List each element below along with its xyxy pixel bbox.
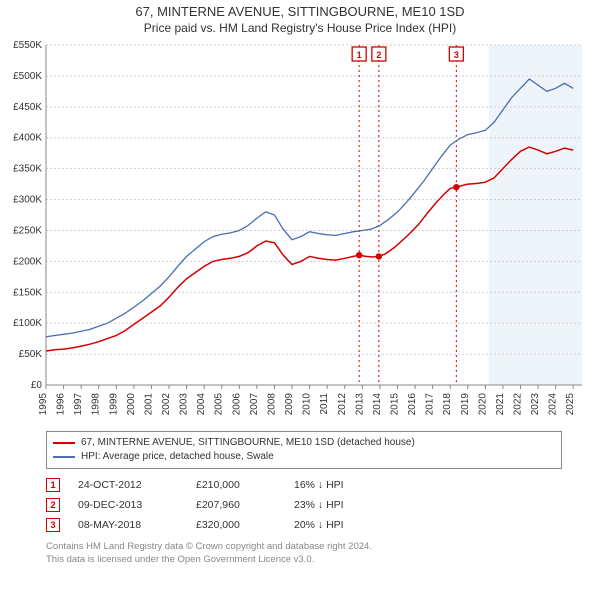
sale-date: 09-DEC-2013 bbox=[78, 499, 178, 511]
sale-price: £320,000 bbox=[196, 519, 276, 531]
svg-text:1998: 1998 bbox=[91, 393, 102, 416]
legend-label-hpi: HPI: Average price, detached house, Swal… bbox=[81, 450, 274, 464]
svg-text:2014: 2014 bbox=[372, 393, 383, 416]
sale-marker-icon: 2 bbox=[46, 498, 60, 512]
svg-text:2018: 2018 bbox=[442, 393, 453, 416]
sale-hpi-delta: 16% ↓ HPI bbox=[294, 479, 384, 491]
svg-text:2011: 2011 bbox=[319, 393, 330, 415]
price-chart: £0 £50K £100K £150K £200K £250K £300K £350K £400… bbox=[0, 37, 600, 427]
svg-text:£100K: £100K bbox=[13, 318, 42, 329]
sale-date: 08-MAY-2018 bbox=[78, 519, 178, 531]
sale-row: 3 08-MAY-2018 £320,000 20% ↓ HPI bbox=[46, 515, 562, 535]
legend: 67, MINTERNE AVENUE, SITTINGBOURNE, ME10… bbox=[46, 431, 562, 469]
svg-text:2005: 2005 bbox=[214, 393, 225, 416]
svg-text:2025: 2025 bbox=[565, 393, 576, 416]
sale-marker-icon: 1 bbox=[46, 478, 60, 492]
svg-text:2004: 2004 bbox=[196, 393, 207, 416]
svg-text:2010: 2010 bbox=[302, 393, 313, 416]
title-line-1: 67, MINTERNE AVENUE, SITTINGBOURNE, ME10… bbox=[0, 4, 600, 19]
svg-text:£50K: £50K bbox=[19, 349, 43, 360]
svg-text:1999: 1999 bbox=[108, 393, 119, 416]
svg-text:2008: 2008 bbox=[266, 393, 277, 416]
svg-text:2015: 2015 bbox=[389, 393, 400, 416]
svg-text:2: 2 bbox=[376, 50, 381, 60]
svg-text:2024: 2024 bbox=[548, 393, 559, 416]
svg-text:£450K: £450K bbox=[13, 102, 42, 113]
svg-text:£200K: £200K bbox=[13, 256, 42, 267]
svg-text:3: 3 bbox=[454, 50, 459, 60]
svg-text:£500K: £500K bbox=[13, 71, 42, 82]
svg-text:2007: 2007 bbox=[249, 393, 260, 416]
svg-text:2017: 2017 bbox=[425, 393, 436, 416]
sale-price: £207,960 bbox=[196, 499, 276, 511]
legend-swatch-property bbox=[53, 442, 75, 444]
svg-text:1996: 1996 bbox=[56, 393, 67, 416]
sale-row: 1 24-OCT-2012 £210,000 16% ↓ HPI bbox=[46, 475, 562, 495]
sale-price: £210,000 bbox=[196, 479, 276, 491]
sale-row: 2 09-DEC-2013 £207,960 23% ↓ HPI bbox=[46, 495, 562, 515]
svg-text:2016: 2016 bbox=[407, 393, 418, 416]
svg-text:£0: £0 bbox=[31, 380, 43, 391]
legend-swatch-hpi bbox=[53, 456, 75, 458]
svg-text:2006: 2006 bbox=[231, 393, 242, 416]
legend-row-hpi: HPI: Average price, detached house, Swal… bbox=[53, 450, 555, 464]
svg-text:£150K: £150K bbox=[13, 287, 42, 298]
legend-row-property: 67, MINTERNE AVENUE, SITTINGBOURNE, ME10… bbox=[53, 436, 555, 450]
svg-text:2009: 2009 bbox=[284, 393, 295, 416]
chart-container: £0 £50K £100K £150K £200K £250K £300K £350K £400… bbox=[0, 37, 600, 427]
chart-title-block: 67, MINTERNE AVENUE, SITTINGBOURNE, ME10… bbox=[0, 0, 600, 37]
svg-text:1: 1 bbox=[357, 50, 362, 60]
svg-text:2001: 2001 bbox=[143, 393, 154, 416]
svg-text:£250K: £250K bbox=[13, 225, 42, 236]
svg-text:£300K: £300K bbox=[13, 195, 42, 206]
svg-text:2002: 2002 bbox=[161, 393, 172, 416]
svg-text:2022: 2022 bbox=[512, 393, 523, 416]
svg-text:£350K: £350K bbox=[13, 164, 42, 175]
svg-text:1995: 1995 bbox=[38, 393, 49, 416]
svg-text:2000: 2000 bbox=[126, 393, 137, 416]
sale-marker-icon: 3 bbox=[46, 518, 60, 532]
svg-text:£400K: £400K bbox=[13, 133, 42, 144]
svg-text:1997: 1997 bbox=[73, 393, 84, 416]
legend-label-property: 67, MINTERNE AVENUE, SITTINGBOURNE, ME10… bbox=[81, 436, 415, 450]
sale-hpi-delta: 23% ↓ HPI bbox=[294, 499, 384, 511]
svg-text:£550K: £550K bbox=[13, 40, 42, 51]
svg-text:2013: 2013 bbox=[354, 393, 365, 416]
sales-table: 1 24-OCT-2012 £210,000 16% ↓ HPI 2 09-DE… bbox=[46, 475, 562, 535]
svg-text:2012: 2012 bbox=[337, 393, 348, 416]
sale-date: 24-OCT-2012 bbox=[78, 479, 178, 491]
svg-text:2023: 2023 bbox=[530, 393, 541, 416]
svg-text:2019: 2019 bbox=[460, 393, 471, 416]
svg-text:2003: 2003 bbox=[179, 393, 190, 416]
attribution-footer: Contains HM Land Registry data © Crown c… bbox=[46, 541, 562, 567]
footer-line-1: Contains HM Land Registry data © Crown c… bbox=[46, 541, 562, 554]
footer-line-2: This data is licensed under the Open Gov… bbox=[46, 554, 562, 567]
sale-hpi-delta: 20% ↓ HPI bbox=[294, 519, 384, 531]
svg-text:2021: 2021 bbox=[495, 393, 506, 416]
title-line-2: Price paid vs. HM Land Registry's House … bbox=[0, 21, 600, 35]
svg-text:2020: 2020 bbox=[477, 393, 488, 416]
